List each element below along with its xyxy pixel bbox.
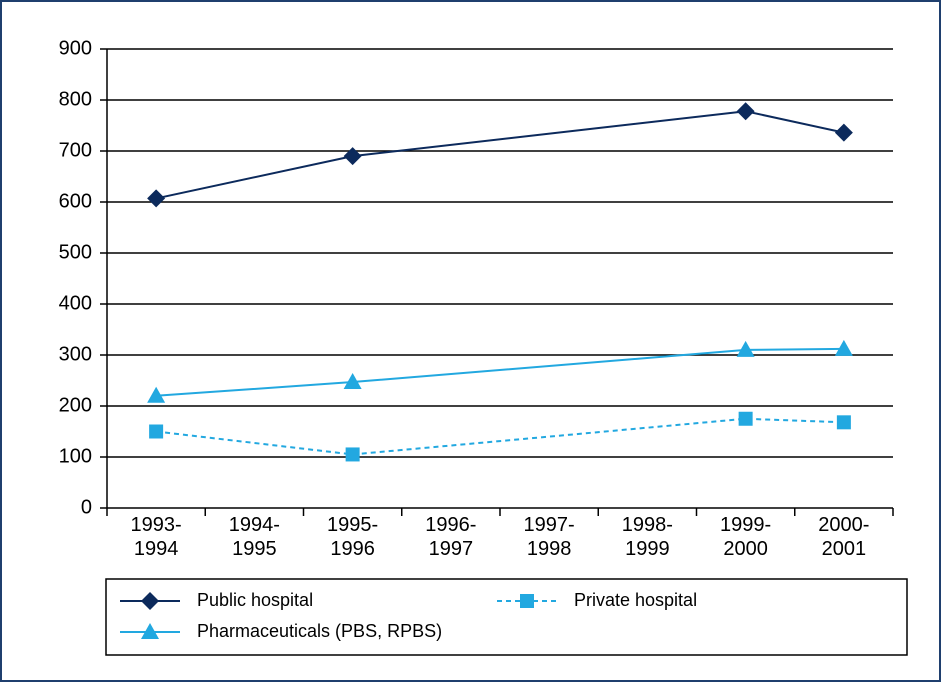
legend-label: Private hospital [574,590,697,610]
y-tick-label: 700 [59,139,92,161]
marker [834,339,853,356]
x-tick-label: 1998-1999 [621,514,673,560]
marker [141,623,159,639]
legend-box [105,578,908,656]
marker [141,592,159,610]
legend-label: Public hospital [197,590,313,610]
marker [520,594,534,608]
series-line [155,110,845,200]
marker [836,415,851,430]
x-tick-label: 1999-2000 [720,514,772,560]
y-tick-label: 900 [59,37,92,59]
x-tick-label: 1995-1996 [327,514,379,560]
x-tick-label: 1993-1994 [130,514,182,560]
x-tick-label: 2000-2001 [818,514,870,560]
marker [736,340,755,357]
y-tick-label: 600 [59,190,92,212]
y-tick-label: 0 [81,496,92,518]
legend-label: Pharmaceuticals (PBS, RPBS) [197,621,442,641]
marker [345,447,360,462]
marker [147,386,166,403]
y-tick-label: 100 [59,445,92,467]
marker [736,102,755,121]
y-tick-label: 800 [59,88,92,110]
marker [343,147,362,166]
marker [149,424,164,439]
marker [834,123,853,142]
y-tick-label: 200 [59,394,92,416]
x-tick-label: 1996-1997 [425,514,477,560]
x-tick-label: 1997-1998 [523,514,575,560]
y-tick-label: 500 [59,241,92,263]
y-tick-label: 300 [59,343,92,365]
y-tick-label: 400 [59,292,92,314]
series-line [156,347,844,397]
marker [738,411,753,426]
marker [343,373,362,390]
x-tick-label: 1994-1995 [228,514,280,560]
marker [147,189,166,208]
series-line [156,417,844,456]
